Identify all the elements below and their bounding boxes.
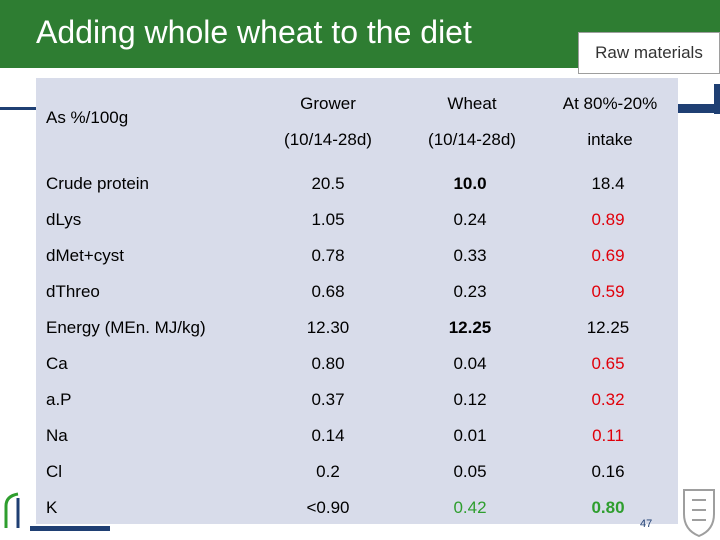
table-cell: 0.23 [453,282,487,301]
raw-materials-label: Raw materials [595,43,703,62]
table-cell: 0.01 [453,426,487,445]
slide-title: Adding whole wheat to the diet [36,14,472,50]
right-accent-line [678,104,720,113]
table-cell: 0.42 [453,498,487,517]
row-label: Na [46,426,68,445]
right-accent-post [714,84,720,114]
header-intake-line2: intake [587,130,633,149]
table-cell: 0.80 [311,354,345,373]
crest-logo [683,489,715,538]
raw-materials-box: Raw materials [578,32,720,74]
table-cell: 0.04 [453,354,487,373]
row-label: dLys [46,210,82,229]
table-cell: 0.37 [311,390,345,409]
header-wheat-line1: Wheat [447,94,497,113]
nutrient-table: As %/100g Grower (10/14-28d) Wheat (10/1… [36,78,678,524]
row-label: dThreo [46,282,100,301]
table-cell: 10.0 [453,174,487,193]
table-cell: 0.59 [591,282,625,301]
table-cell: 0.78 [311,246,345,265]
table-cell: 0.89 [591,210,625,229]
table-cell: <0.90 [306,498,350,517]
table-cell: 0.14 [311,426,345,445]
row-label: dMet+cyst [46,246,124,265]
table-cell: 0.68 [311,282,345,301]
table-cell: 0.80 [591,498,625,517]
table-cell: 0.65 [591,354,625,373]
table-cell: 0.32 [591,390,625,409]
table-cell: 0.16 [591,462,625,481]
table-cell: 12.25 [586,318,630,337]
table-cell: 0.69 [591,246,625,265]
header-grower-line2: (10/14-28d) [284,130,372,149]
table-cell: 0.11 [592,426,624,445]
left-accent-line [0,107,36,110]
table-cell: 1.05 [311,210,345,229]
row-label: Cl [46,462,63,481]
row-label: a.P [46,390,72,409]
row-label: Crude protein [46,174,150,193]
table-cell: 0.12 [453,390,487,409]
header-grower-line1: Grower [300,94,356,113]
header-intake-line1: At 80%-20% [562,94,658,113]
table-cell: 20.5 [311,174,345,193]
institute-logo [4,492,110,531]
table-cell: 18.4 [591,174,625,193]
table-cell: 0.33 [453,246,487,265]
corner-label: As %/100g [46,108,129,127]
page-number: 47 [640,518,653,530]
table-cell: 12.30 [306,318,350,337]
table-cell: 0.05 [453,462,487,481]
table-cell: 0.24 [453,210,487,229]
table-cell: 12.25 [448,318,492,337]
row-label: Ca [46,354,68,373]
row-label: K [46,498,58,517]
row-label: Energy (MEn. MJ/kg) [46,318,206,337]
header-wheat-line2: (10/14-28d) [428,130,516,149]
table-cell: 0.2 [316,462,340,481]
